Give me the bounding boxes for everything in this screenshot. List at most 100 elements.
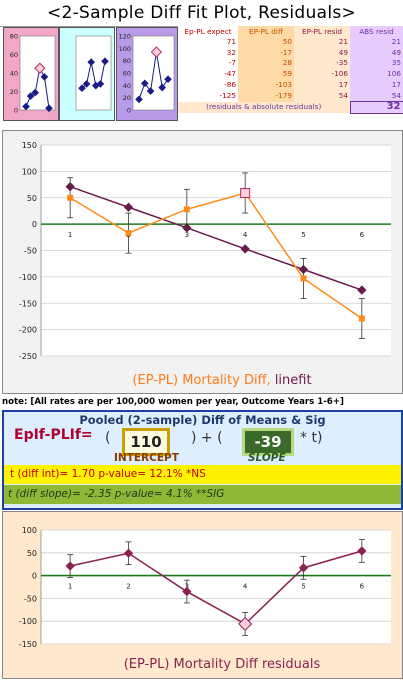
x-tick-label: 5 xyxy=(301,231,305,239)
table-cell: 17 xyxy=(350,79,403,91)
thumbnail-tick-label: 80 xyxy=(10,33,18,41)
table-cell: 54 xyxy=(350,90,403,102)
x-tick-label: 3 xyxy=(185,231,189,239)
thumbnail-plot-area xyxy=(19,35,56,111)
data-point xyxy=(67,194,74,201)
table-row: -125 -179 54 54 xyxy=(178,90,403,102)
thumbnail-point xyxy=(150,46,163,58)
series-line xyxy=(69,185,363,291)
header-abs: ABS resid xyxy=(350,26,403,37)
x-tick-label: 5 xyxy=(301,583,305,591)
table-cell: -103 xyxy=(238,79,294,91)
data-point xyxy=(183,206,190,213)
data-point xyxy=(240,244,250,254)
y-tick-label: 100 xyxy=(22,526,37,535)
table-cell: 71 xyxy=(178,37,238,48)
y-tick-label: -50 xyxy=(24,247,37,256)
t-slope-row: t (diff slope)= -2.35 p-value= 4.1% **SI… xyxy=(4,485,401,504)
intercept-value: 110 xyxy=(122,428,170,456)
table-row: 32 -17 49 49 xyxy=(178,47,403,59)
thumbnail-tick-label: 60 xyxy=(123,70,131,78)
header-diff: EP-PL diff xyxy=(238,26,294,37)
data-point xyxy=(125,230,132,237)
thumbnail-tick-label: 20 xyxy=(10,88,18,96)
y-tick-label: 100 xyxy=(22,167,37,176)
thumbnail-point xyxy=(78,84,86,93)
table-cell: 17 xyxy=(294,79,350,91)
y-tick-label: -50 xyxy=(24,594,37,603)
stats-panel: Pooled (2-sample) Diff of Means & Sig Ep… xyxy=(2,410,403,510)
thumbnail-tick-label: 20 xyxy=(123,94,131,102)
table-cell: 59 xyxy=(238,69,294,80)
y-tick-label: -100 xyxy=(19,273,37,282)
y-tick-label: -250 xyxy=(19,352,37,361)
chart-title: (EP-PL) Mortality Diff residuals xyxy=(124,657,321,672)
data-point xyxy=(240,188,251,199)
table-cell: 28 xyxy=(238,58,294,70)
table-cell: -17 xyxy=(238,47,294,59)
table-cell: 21 xyxy=(350,37,403,48)
data-point xyxy=(358,315,365,322)
table-row: -86 -103 17 17 xyxy=(178,79,403,91)
thumbnail-point xyxy=(82,80,91,88)
table-cell: 54 xyxy=(294,90,350,102)
x-tick-label: 4 xyxy=(243,583,248,591)
thumbnail-chart-1: 80 60 40 20 0 xyxy=(3,27,59,121)
slope-value: -39 xyxy=(242,428,294,456)
thumbnail-chart-2 xyxy=(59,27,115,121)
slope-label: SLOPE xyxy=(248,452,286,464)
y-tick-label: -100 xyxy=(19,617,37,626)
t-intercept-text: t (diff int)= 1.70 p-value= 12.1% *NS xyxy=(10,468,206,480)
thumbnail-point xyxy=(146,87,155,95)
data-point xyxy=(357,546,367,556)
intercept-label: INTERCEPT xyxy=(114,452,179,464)
thumbnail-point xyxy=(40,73,49,81)
y-tick-label: 0 xyxy=(32,220,37,229)
thumbnail-tick-label: 0 xyxy=(127,107,131,115)
y-tick-label: -150 xyxy=(19,299,37,308)
data-point xyxy=(298,563,309,573)
open-paren: ( xyxy=(105,430,111,446)
table-cell: 50 xyxy=(238,37,294,48)
thumbnail-point xyxy=(34,62,46,74)
series-line xyxy=(69,192,363,320)
table-cell: -47 xyxy=(178,69,238,80)
thumbnail-tick-label: 100 xyxy=(119,45,131,53)
thumbnail-point xyxy=(31,88,40,97)
y-tick-label: 50 xyxy=(27,549,37,558)
table-row: -7 28 -35 35 xyxy=(178,58,403,70)
x-tick-label: 1 xyxy=(68,583,72,591)
stats-title: Pooled (2-sample) Diff of Means & Sig xyxy=(79,413,326,427)
table-cell: -179 xyxy=(238,90,294,102)
table-row: -47 59 -106 106 xyxy=(178,69,403,80)
thumbnail-point xyxy=(140,79,149,88)
table-cell: 32 xyxy=(178,47,238,59)
table-footer: (residuals & absolute residuals) xyxy=(178,101,350,114)
table-cell: 49 xyxy=(350,47,403,59)
plot-area xyxy=(41,530,391,644)
thumbnail-point xyxy=(87,58,96,66)
y-tick-label: 0 xyxy=(32,572,37,581)
table-cell: -125 xyxy=(178,90,238,102)
table-cell: -106 xyxy=(294,69,350,80)
thumbnail-point xyxy=(135,95,143,104)
y-tick-label: -150 xyxy=(19,640,37,649)
chart-title: (EP-PL) Mortality Diff, linefit xyxy=(132,373,311,388)
table-cell: 49 xyxy=(294,47,350,59)
y-tick-label: 50 xyxy=(27,194,37,203)
table-cell: -35 xyxy=(294,58,350,70)
thumbnail-point xyxy=(22,102,30,111)
t-intercept-row: t (diff int)= 1.70 p-value= 12.1% *NS xyxy=(4,465,401,484)
y-tick-label: -200 xyxy=(19,326,37,335)
thumbnail-point xyxy=(101,57,109,66)
residual-table: Ep-PL expect EP-PL diff EP-PL resid ABS … xyxy=(178,26,403,126)
data-point xyxy=(123,548,134,558)
thumbnail-tick-label: 40 xyxy=(123,82,131,90)
table-row: 71 50 21 21 xyxy=(178,37,403,48)
table-cell: 106 xyxy=(350,69,403,80)
data-point xyxy=(65,561,75,571)
note-text: note: [All rates are per 100,000 women p… xyxy=(2,397,344,407)
equation-label: EpIf-PLIf= xyxy=(14,427,93,443)
